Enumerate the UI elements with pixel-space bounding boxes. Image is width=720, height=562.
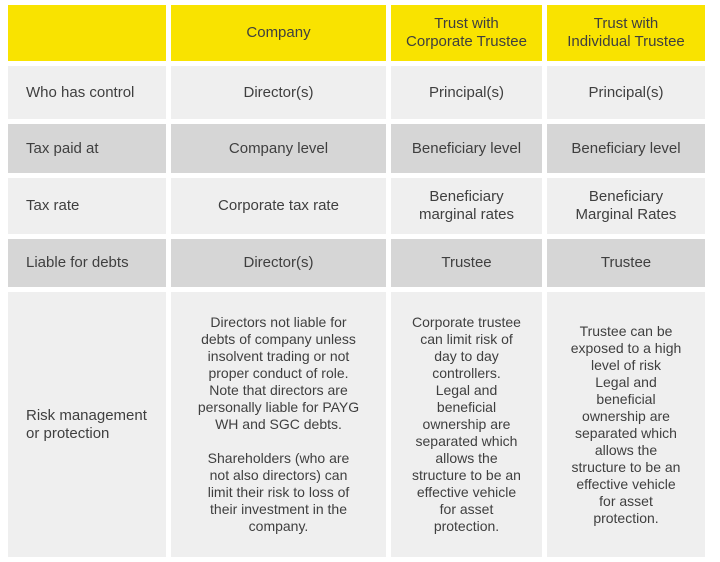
row-tax-rate: Tax rate Corporate tax rate Beneficiary … [8,178,705,234]
row-tax-paid-at: Tax paid at Company level Beneficiary le… [8,124,705,173]
row-label: Tax rate [8,178,166,234]
cell-individual-trustee: Principal(s) [547,66,705,119]
header-cell-company: Company [171,5,386,61]
row-risk-management: Risk management or protection Directors … [8,292,705,557]
row-label: Who has control [8,66,166,119]
row-label: Risk management or protection [8,292,166,557]
comparison-table: Company Trust with Corporate Trustee Tru… [3,0,710,562]
header-cell-blank [8,5,166,61]
cell-corporate-trustee: Beneficiary marginal rates [391,178,542,234]
header-row: Company Trust with Corporate Trustee Tru… [8,5,705,61]
cell-corporate-trustee: Principal(s) [391,66,542,119]
cell-company: Directors not liable for debts of compan… [171,292,386,557]
cell-company: Corporate tax rate [171,178,386,234]
cell-individual-trustee: Beneficiary level [547,124,705,173]
row-liable-for-debts: Liable for debts Director(s) Trustee Tru… [8,239,705,287]
row-label: Liable for debts [8,239,166,287]
cell-corporate-trustee: Beneficiary level [391,124,542,173]
cell-corporate-trustee: Corporate trustee can limit risk of day … [391,292,542,557]
cell-company: Company level [171,124,386,173]
header-cell-individual-trustee: Trust with Individual Trustee [547,5,705,61]
cell-company: Director(s) [171,239,386,287]
cell-individual-trustee: Trustee [547,239,705,287]
cell-company: Director(s) [171,66,386,119]
header-cell-corporate-trustee: Trust with Corporate Trustee [391,5,542,61]
cell-corporate-trustee: Trustee [391,239,542,287]
slide-page: { "colors":{ "header_bg":"#F9E300", "row… [8,5,705,557]
cell-individual-trustee: Beneficiary Marginal Rates [547,178,705,234]
row-who-has-control: Who has control Director(s) Principal(s)… [8,66,705,119]
cell-individual-trustee: Trustee can be exposed to a high level o… [547,292,705,557]
row-label: Tax paid at [8,124,166,173]
